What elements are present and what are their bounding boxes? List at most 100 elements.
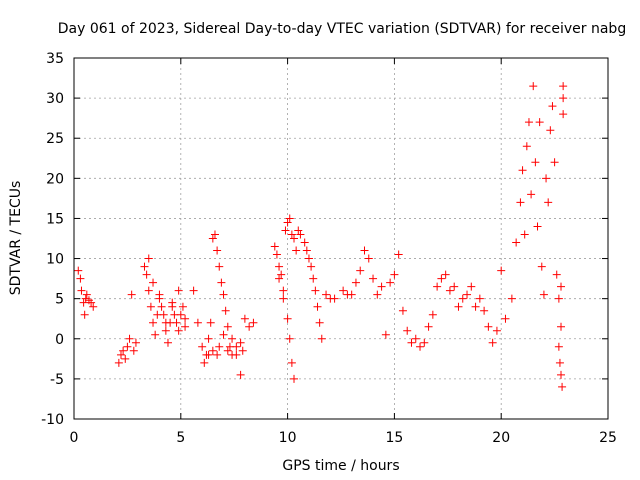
data-point <box>81 294 90 303</box>
x-axis-label: GPS time / hours <box>282 458 399 474</box>
data-point <box>529 82 538 91</box>
data-point <box>279 286 288 295</box>
data-point <box>213 246 222 255</box>
data-point <box>228 334 237 343</box>
data-point <box>559 110 568 119</box>
y-tick-label: 20 <box>46 171 64 187</box>
data-point <box>377 282 386 291</box>
chart-title: Day 061 of 2023, Sidereal Day-to-day VTE… <box>58 21 626 37</box>
data-point <box>488 338 497 347</box>
data-point <box>157 302 166 311</box>
data-point <box>228 350 237 359</box>
data-point <box>311 286 320 295</box>
data-point <box>215 342 224 351</box>
data-point <box>236 338 245 347</box>
y-tick-label: 10 <box>46 252 64 268</box>
data-point <box>445 286 454 295</box>
data-point <box>559 82 568 91</box>
data-point <box>285 334 294 343</box>
data-point <box>217 278 226 287</box>
data-point <box>548 102 557 111</box>
data-point <box>275 262 284 271</box>
data-point <box>386 278 395 287</box>
data-point <box>89 302 98 311</box>
data-point <box>475 294 484 303</box>
y-tick-label: 0 <box>55 332 64 348</box>
data-point <box>174 286 183 295</box>
data-point <box>127 290 136 299</box>
data-point <box>270 242 279 251</box>
data-point <box>79 298 88 307</box>
data-point <box>200 358 209 367</box>
data-point <box>557 322 566 331</box>
data-point <box>307 262 316 271</box>
data-point <box>512 238 521 247</box>
data-point <box>522 142 531 151</box>
data-point <box>116 350 125 359</box>
data-point <box>492 326 501 335</box>
data-point <box>161 318 170 327</box>
data-point <box>347 290 356 299</box>
data-point <box>283 218 292 227</box>
data-point <box>552 270 561 279</box>
x-tick-label: 5 <box>176 430 185 446</box>
data-point <box>381 330 390 339</box>
data-point <box>155 294 164 303</box>
data-point <box>283 314 292 323</box>
data-point <box>542 174 551 183</box>
data-point <box>238 346 247 355</box>
data-point <box>149 318 158 327</box>
data-point <box>213 350 222 359</box>
series-sdtvar <box>74 82 568 391</box>
data-point <box>178 302 187 311</box>
data-point <box>119 346 128 355</box>
data-point <box>206 318 215 327</box>
data-point <box>181 314 190 323</box>
data-point <box>240 314 249 323</box>
data-point <box>219 330 228 339</box>
data-point <box>480 306 489 315</box>
data-point <box>144 254 153 263</box>
data-point <box>524 118 533 127</box>
data-point <box>281 226 290 235</box>
data-point <box>550 158 559 167</box>
data-point <box>539 290 548 299</box>
data-point <box>317 334 326 343</box>
data-point <box>407 338 416 347</box>
data-point <box>364 254 373 263</box>
data-point <box>559 94 568 103</box>
x-tick-label: 10 <box>279 430 297 446</box>
data-point <box>223 322 232 331</box>
data-point <box>232 342 241 351</box>
data-point <box>204 350 213 359</box>
data-point <box>558 382 567 391</box>
data-point <box>497 266 506 275</box>
data-point <box>373 290 382 299</box>
y-tick-label: 15 <box>46 211 64 227</box>
data-point <box>351 278 360 287</box>
data-point <box>181 322 190 331</box>
data-point <box>554 294 563 303</box>
data-point <box>531 158 540 167</box>
data-point <box>518 166 527 175</box>
data-point <box>463 290 472 299</box>
data-point <box>454 302 463 311</box>
data-point <box>339 286 348 295</box>
data-point <box>484 322 493 331</box>
data-point <box>219 290 228 299</box>
data-point <box>275 274 284 283</box>
data-point <box>304 254 313 263</box>
data-point <box>208 346 217 355</box>
data-point <box>208 234 217 243</box>
data-point <box>131 338 140 347</box>
data-point <box>398 306 407 315</box>
data-point <box>172 318 181 327</box>
data-point <box>467 282 476 291</box>
data-point <box>390 270 399 279</box>
data-point <box>80 310 89 319</box>
data-point <box>557 370 566 379</box>
grid <box>74 58 608 419</box>
data-point <box>221 306 230 315</box>
data-point <box>437 274 446 283</box>
data-point <box>411 334 420 343</box>
